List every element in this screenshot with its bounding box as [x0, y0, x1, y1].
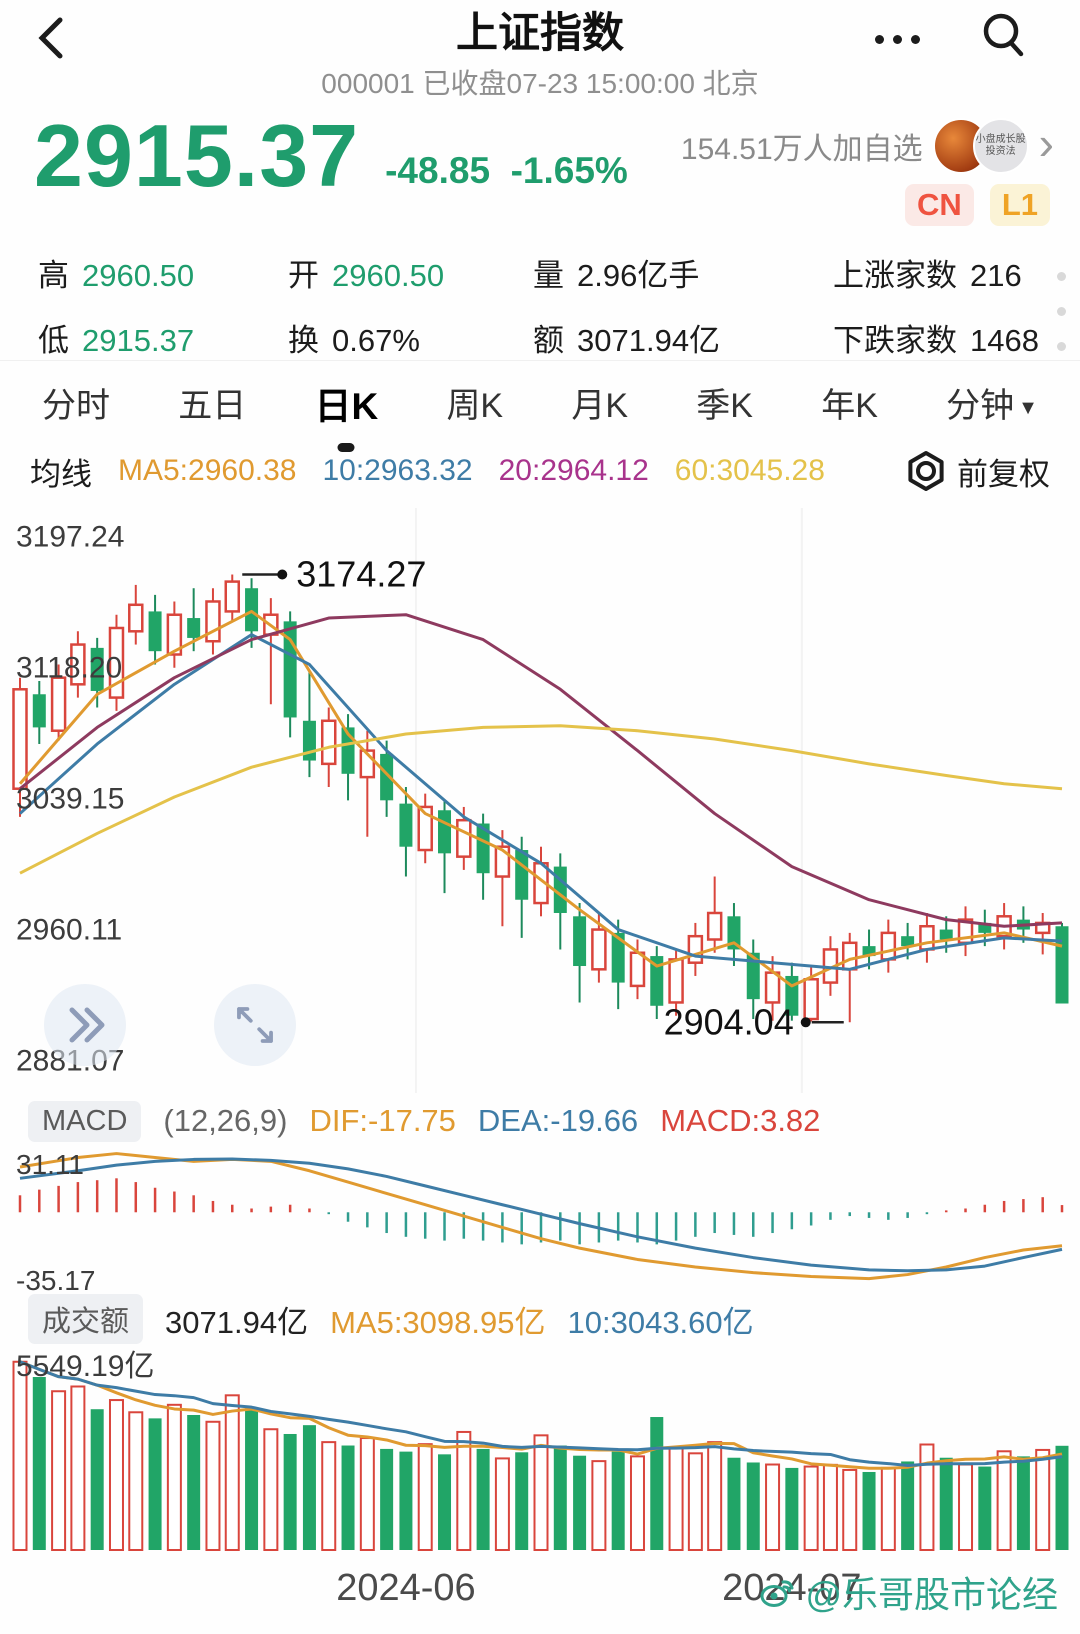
- tab-minutes-dropdown[interactable]: 分钟 ▼: [946, 387, 1038, 425]
- macd-badge[interactable]: MACD: [28, 1100, 142, 1142]
- gear-icon: [908, 451, 944, 491]
- dea-value: DEA:-19.66: [477, 1103, 639, 1138]
- vol-ma10-value: 10:3043.60亿: [567, 1304, 754, 1340]
- followers-row[interactable]: 154.51万人加自选 小盘成长股投资法 ›: [681, 118, 1054, 174]
- stat-turnover-rate: 换 0.67%: [288, 323, 420, 358]
- stat-open: 开 2960.50: [288, 258, 445, 293]
- more-icon[interactable]: [875, 24, 920, 54]
- chevron-right-icon: ›: [1038, 117, 1054, 169]
- market-badge-cn: CN: [905, 184, 974, 226]
- header: 上证指数 000001 已收盘07-23 15:00:00 北京: [0, 0, 1080, 112]
- svg-text:2960.11: 2960.11: [16, 913, 122, 946]
- tab-five-day[interactable]: 五日: [178, 387, 247, 425]
- watermark: @乐哥股市论经: [757, 1566, 1058, 1618]
- tab-minute-line[interactable]: 分时: [42, 387, 110, 425]
- double-chevron-icon: [69, 1007, 105, 1043]
- tab-weekly-k[interactable]: 周K: [446, 387, 504, 425]
- svg-text:2024-06: 2024-06: [336, 1567, 475, 1609]
- watermark-text: @乐哥股市论经: [805, 1574, 1058, 1615]
- fast-forward-button[interactable]: [44, 984, 126, 1066]
- price-section: 2915.37 -48.85 -1.65% 154.51万人加自选 小盘成长股投…: [0, 112, 1080, 244]
- follower-avatars: 小盘成长股投资法: [932, 118, 1029, 174]
- svg-text:3197.24: 3197.24: [16, 520, 124, 553]
- weibo-icon: [760, 1580, 794, 1607]
- page-title: 上证指数: [455, 9, 624, 56]
- price-change: -48.85 -1.65%: [385, 150, 628, 191]
- volume-header: 成交额 3071.94亿 MA5:3098.95亿 10:3043.60亿: [0, 1294, 1080, 1344]
- expand-arrows-icon: [237, 1007, 273, 1043]
- vol-ma5-value: MA5:3098.95亿: [330, 1304, 546, 1340]
- status-line: 000001 已收盘07-23 15:00:00 北京: [321, 68, 759, 100]
- chevron-down-icon: ▼: [1018, 397, 1038, 419]
- stat-low: 低 2915.37: [38, 323, 195, 358]
- macd-value: MACD:3.82: [660, 1103, 821, 1138]
- ma5-value: MA5:2960.38: [118, 454, 297, 487]
- stat-high: 高 2960.50: [38, 258, 195, 293]
- ma10-value: 10:2963.32: [322, 454, 473, 487]
- svg-text:31.11: 31.11: [16, 1149, 84, 1180]
- tab-monthly-k[interactable]: 月K: [571, 387, 629, 425]
- adjust-mode-button[interactable]: 前复权: [905, 449, 1050, 494]
- ma60-value: 60:3045.28: [674, 454, 825, 487]
- svg-text:3118.20: 3118.20: [16, 651, 122, 684]
- svg-text:2904.04: 2904.04: [664, 1001, 794, 1042]
- stat-advancers: 上涨家数 216: [833, 258, 1022, 293]
- svg-text:3174.27: 3174.27: [296, 554, 426, 595]
- ma-legend-title: 均线: [30, 456, 92, 492]
- avatar: 小盘成长股投资法: [972, 118, 1029, 174]
- stat-decliners: 下跌家数 1468: [833, 323, 1039, 358]
- macd-params: (12,26,9): [163, 1103, 288, 1138]
- macd-chart[interactable]: 31.11 -35.17: [0, 1144, 1080, 1296]
- stat-volume: 量 2.96亿手: [533, 258, 700, 293]
- stat-amount: 额 3071.94亿: [533, 323, 721, 358]
- volume-chart[interactable]: 5549.19亿 2024-06 2024-07: [0, 1342, 1080, 1618]
- fullscreen-button[interactable]: [214, 984, 296, 1066]
- quote-level-badge: L1: [989, 184, 1050, 226]
- svg-text:5549.19亿: 5549.19亿: [16, 1350, 154, 1383]
- tab-yearly-k[interactable]: 年K: [821, 387, 878, 425]
- macd-header: MACD (12,26,9) DIF:-17.75 DEA:-19.66 MAC…: [0, 1098, 1080, 1144]
- followers-count: 154.51万人加自选: [680, 133, 923, 166]
- svg-text:-35.17: -35.17: [16, 1265, 95, 1296]
- search-icon[interactable]: [976, 6, 1032, 62]
- ma-legend: 均线 MA5:2960.38 10:2963.32 20:2964.12 60:…: [0, 444, 1080, 498]
- dif-value: DIF:-17.75: [309, 1103, 456, 1138]
- back-icon[interactable]: [28, 14, 76, 62]
- period-tabs: 分时 五日 日K 周K 月K 季K 年K 分钟 ▼: [0, 360, 1080, 444]
- tab-daily-k[interactable]: 日K: [314, 370, 378, 436]
- adjust-mode-label: 前复权: [957, 456, 1050, 492]
- stats-scroll-indicator: [1057, 272, 1066, 351]
- quote-stats: 高 2960.50 开 2960.50 量 2.96亿手 上涨家数 216 低 2915.…: [0, 244, 1080, 360]
- tab-quarterly-k[interactable]: 季K: [696, 387, 753, 425]
- turnover-badge[interactable]: 成交额: [28, 1294, 144, 1344]
- turnover-value: 3071.94亿: [165, 1304, 309, 1340]
- candlestick-chart[interactable]: 3197.243118.203039.152960.112881.073174.…: [0, 498, 1080, 1098]
- svg-text:3039.15: 3039.15: [16, 782, 124, 815]
- last-price: 2915.37: [34, 106, 360, 205]
- ma20-value: 20:2964.12: [498, 454, 649, 487]
